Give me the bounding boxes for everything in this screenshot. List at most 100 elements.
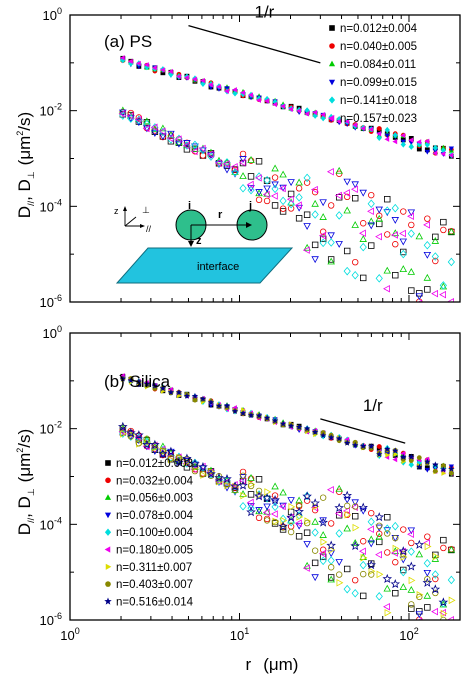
data-point-perpendicular xyxy=(174,457,184,467)
data-point-perpendicular xyxy=(278,502,286,511)
data-point-perpendicular xyxy=(343,247,351,255)
data-point-perpendicular xyxy=(303,529,311,536)
data-point-perpendicular xyxy=(278,521,288,531)
data-point-perpendicular xyxy=(142,439,152,449)
y-tick-labels-b: 10-6 10-4 10-2 100 xyxy=(40,324,62,628)
legend-marker xyxy=(105,460,111,466)
data-point-perpendicular xyxy=(360,538,367,545)
data-point-perpendicular xyxy=(175,454,183,462)
data-point-perpendicular xyxy=(351,539,359,546)
data-point-parallel xyxy=(432,144,438,151)
data-point-perpendicular xyxy=(319,556,327,566)
data-point-perpendicular xyxy=(343,565,351,573)
legend-marker xyxy=(105,581,111,587)
data-point-parallel xyxy=(368,126,374,133)
data-point-perpendicular xyxy=(423,251,432,259)
data-point-perpendicular xyxy=(240,491,248,500)
data-point-parallel xyxy=(167,389,175,396)
data-point-perpendicular xyxy=(327,257,335,265)
data-point-perpendicular xyxy=(279,502,287,510)
data-point-perpendicular xyxy=(319,235,327,243)
data-point-parallel xyxy=(440,466,447,473)
data-point-parallel xyxy=(424,467,430,473)
data-point-perpendicular xyxy=(383,284,390,293)
data-point-perpendicular xyxy=(399,238,408,246)
y-label-unit-open: (μm xyxy=(15,136,34,166)
data-point-perpendicular xyxy=(335,194,343,201)
data-point-perpendicular xyxy=(255,189,263,196)
data-point-parallel xyxy=(192,76,197,82)
data-point-parallel xyxy=(385,452,391,458)
data-point-perpendicular xyxy=(198,462,208,472)
data-point-perpendicular xyxy=(342,490,352,500)
data-point-perpendicular xyxy=(271,492,279,499)
data-point-perpendicular xyxy=(407,585,416,593)
data-point-perpendicular xyxy=(424,604,431,611)
legend-label: n=0.180±0.005 xyxy=(116,545,193,557)
data-point-perpendicular xyxy=(135,114,143,121)
inset-schematic: interface i j r z z ⊥ // xyxy=(114,200,294,284)
data-point-parallel xyxy=(241,407,246,413)
data-point-perpendicular xyxy=(263,175,271,185)
data-point-perpendicular xyxy=(271,184,279,194)
legend-a: n=0.012±0.004 n=0.040±0.005 n=0.084±0.011 n… xyxy=(328,23,418,125)
data-point-parallel xyxy=(136,64,142,70)
data-point-perpendicular xyxy=(328,546,336,554)
svg-text:D//, D⊥(μm2/s): D//, D⊥(μm2/s) xyxy=(15,429,36,535)
data-point-perpendicular xyxy=(238,158,246,167)
data-point-perpendicular xyxy=(271,164,279,172)
data-point-perpendicular xyxy=(399,567,407,577)
data-point-perpendicular xyxy=(343,584,351,594)
data-point-perpendicular xyxy=(360,553,368,562)
data-point-perpendicular xyxy=(367,222,375,230)
data-point-parallel xyxy=(208,82,213,88)
data-point-perpendicular xyxy=(400,208,407,215)
data-point-perpendicular xyxy=(287,179,295,187)
panel-label-b: (b) Silica xyxy=(104,372,171,391)
data-point-perpendicular xyxy=(406,561,417,571)
data-point-perpendicular xyxy=(408,287,415,294)
data-point-perpendicular xyxy=(407,212,414,221)
data-point-perpendicular xyxy=(166,134,174,143)
data-point-perpendicular xyxy=(310,185,318,194)
data-point-parallel xyxy=(151,382,159,389)
data-point-perpendicular xyxy=(262,190,270,199)
data-point-perpendicular xyxy=(214,472,224,482)
data-point-parallel xyxy=(240,90,245,96)
data-point-perpendicular xyxy=(143,125,151,133)
data-point-parallel xyxy=(408,461,414,468)
data-point-parallel xyxy=(247,411,255,418)
data-point-parallel xyxy=(424,458,431,465)
data-point-perpendicular xyxy=(151,442,159,449)
data-point-perpendicular xyxy=(367,199,375,208)
data-point-perpendicular xyxy=(303,173,311,183)
data-point-perpendicular xyxy=(319,553,327,561)
data-point-perpendicular xyxy=(118,109,126,118)
data-point-perpendicular xyxy=(359,547,366,556)
data-point-perpendicular xyxy=(367,535,375,543)
data-point-perpendicular xyxy=(207,472,215,479)
data-point-perpendicular xyxy=(303,179,311,186)
data-point-perpendicular xyxy=(376,570,384,579)
data-point-perpendicular xyxy=(335,211,343,220)
data-point-perpendicular xyxy=(247,491,255,498)
data-point-perpendicular xyxy=(254,491,264,501)
data-point-perpendicular xyxy=(352,576,359,584)
data-point-parallel xyxy=(416,139,422,145)
data-point-perpendicular xyxy=(136,440,144,448)
data-point-parallel xyxy=(223,402,231,409)
data-point-perpendicular xyxy=(182,141,190,150)
frame-label-par: // xyxy=(146,224,152,234)
data-point-parallel xyxy=(432,468,438,474)
data-point-perpendicular xyxy=(350,540,360,551)
data-point-perpendicular xyxy=(351,181,359,189)
data-point-perpendicular xyxy=(343,266,351,276)
data-point-perpendicular xyxy=(382,573,393,583)
data-point-parallel xyxy=(448,465,455,472)
slope-line-a xyxy=(188,24,321,64)
data-point-parallel xyxy=(368,443,375,450)
y-tick-labels-a: 10-6 10-4 10-2 100 xyxy=(40,6,62,310)
data-point-parallel xyxy=(408,453,415,460)
data-point-perpendicular xyxy=(432,551,439,559)
data-point-perpendicular xyxy=(408,605,415,612)
